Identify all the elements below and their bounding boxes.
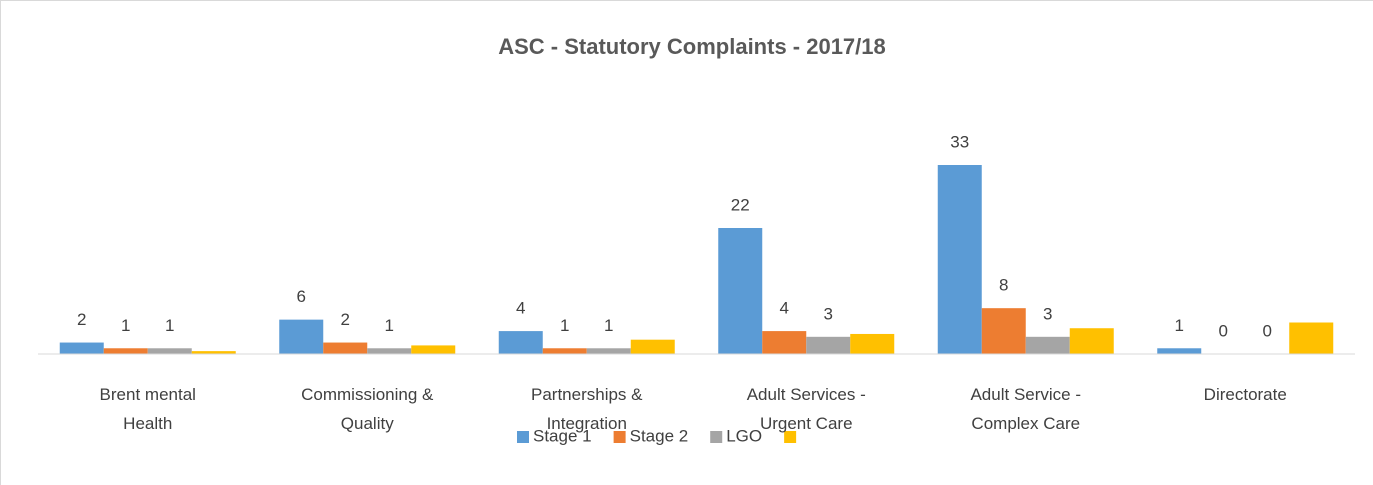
data-label: 2 — [77, 310, 86, 329]
x-tick-label: Adult Services - Urgent Care — [746, 385, 866, 433]
bar — [367, 348, 412, 354]
bar — [1289, 322, 1334, 354]
x-tick-label: Adult Service - Complex Care — [970, 385, 1082, 433]
bar — [498, 331, 543, 354]
x-tick-label: Partnerships & Integration — [531, 385, 643, 433]
x-tick-label: Commissioning & Quality — [301, 385, 434, 433]
data-label: 0 — [1263, 321, 1272, 340]
bar — [1157, 348, 1202, 354]
bar — [147, 348, 192, 354]
bar — [542, 348, 587, 354]
data-label: 22 — [731, 195, 750, 214]
legend-swatch — [710, 431, 723, 443]
bar — [981, 308, 1026, 354]
chart-title: ASC - Statutory Complaints - 2017/18 — [498, 34, 886, 59]
bar — [323, 342, 368, 354]
x-tick-label: Brent mental Health — [99, 385, 196, 433]
bar — [630, 339, 675, 354]
bar — [937, 165, 982, 354]
data-label: 8 — [999, 276, 1008, 295]
legend-swatch — [613, 431, 626, 443]
data-label: 0 — [1219, 321, 1228, 340]
legend-swatch — [517, 431, 529, 443]
data-label: 1 — [121, 316, 130, 335]
legend-label: LGO — [726, 426, 762, 445]
data-label: 1 — [165, 316, 174, 335]
legend-label: Stage 1 — [533, 426, 592, 445]
data-label: 3 — [1043, 304, 1052, 323]
data-label: 1 — [385, 316, 394, 335]
bar — [1069, 328, 1114, 354]
data-label: 1 — [1175, 316, 1184, 335]
data-label: 6 — [297, 287, 306, 306]
bar — [806, 336, 851, 354]
data-label: 4 — [780, 299, 789, 318]
data-label: 2 — [341, 310, 350, 329]
bar — [718, 228, 763, 354]
bar — [59, 342, 104, 354]
bar — [103, 348, 148, 354]
data-label: 3 — [824, 304, 833, 323]
bar — [762, 331, 807, 354]
data-label: 1 — [604, 316, 613, 335]
x-tick-label: Directorate — [1203, 385, 1287, 404]
data-label: 1 — [560, 316, 569, 335]
bar — [279, 319, 324, 354]
legend-label: Stage 2 — [630, 426, 689, 445]
bar — [411, 345, 456, 354]
data-label: 4 — [516, 299, 525, 318]
bar — [1025, 336, 1070, 354]
legend-swatch — [784, 431, 797, 443]
data-label: 33 — [950, 132, 969, 151]
bar — [850, 333, 895, 354]
bar — [586, 348, 631, 354]
bar — [191, 351, 236, 354]
